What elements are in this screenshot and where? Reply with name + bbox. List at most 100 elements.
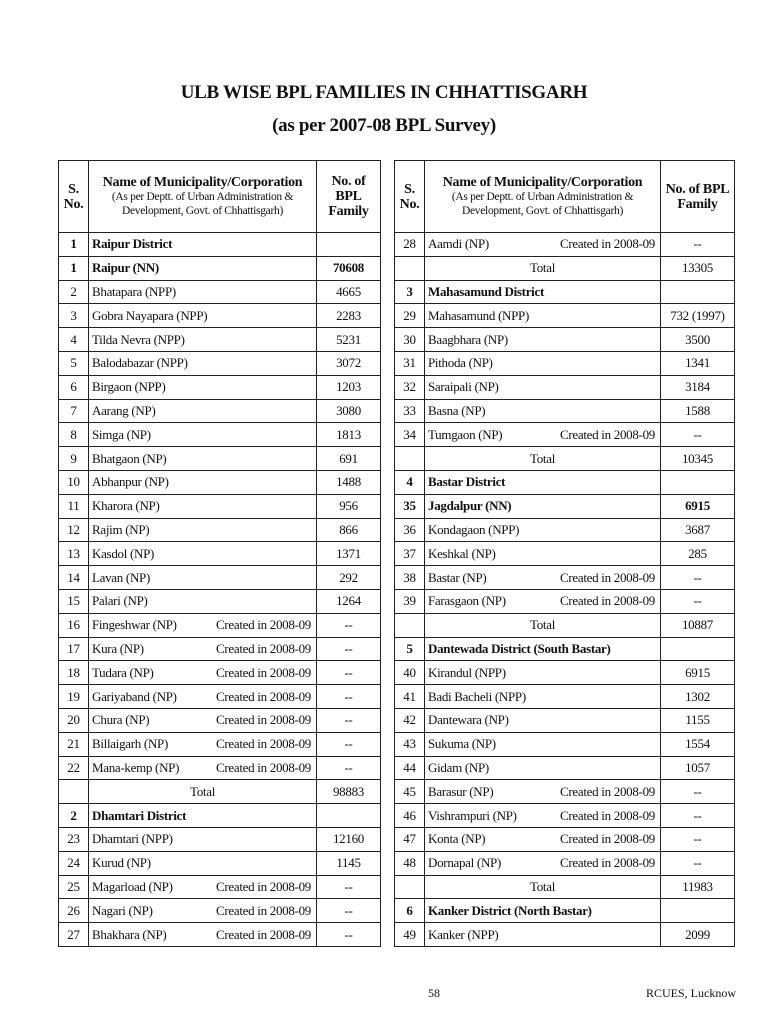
cell-sno: 46: [394, 803, 425, 828]
cell-sno: 3: [58, 303, 89, 329]
created-note: Created in 2008-09: [216, 902, 311, 918]
municipality-name: Dhamtari District: [92, 807, 187, 823]
cell-bpl-count: --: [316, 612, 381, 638]
cell-sno: 37: [394, 541, 425, 567]
table-row: 49 Kanker (NPP) 2099: [394, 922, 735, 947]
cell-sno: [394, 446, 425, 471]
table-row: 1 Raipur (NN) 70608: [58, 255, 381, 281]
created-note: Created in 2008-09: [560, 855, 655, 871]
cell-name: Tumgaon (NP) Created in 2008-09: [424, 422, 661, 448]
cell-sno: 47: [394, 826, 425, 852]
cell-sno: [394, 612, 425, 638]
header-name: Name of Municipality/Corporation (As per …: [424, 160, 661, 233]
cell-sno: 41: [394, 684, 425, 709]
cell-sno: 31: [394, 350, 425, 376]
municipality-name: Aamdi (NP): [428, 236, 489, 252]
cell-bpl-count: --: [316, 684, 381, 709]
cell-name: Lavan (NP): [88, 565, 317, 590]
table-row: 43 Sukuma (NP) 1554: [394, 731, 735, 757]
cell-bpl-count: 4665: [316, 279, 381, 305]
created-note: Created in 2008-09: [216, 926, 311, 942]
header-sno: S. No.: [394, 160, 425, 233]
table-row: 30 Baagbhara (NP) 3500: [394, 327, 735, 352]
cell-bpl-count: 1554: [660, 731, 735, 757]
municipality-name: Bhatgaon (NP): [92, 450, 167, 466]
municipality-name: Gobra Nayapara (NPP): [92, 307, 208, 323]
cell-bpl-count: 1588: [660, 398, 735, 424]
cell-bpl-count: --: [316, 874, 381, 900]
cell-bpl-count: 1341: [660, 350, 735, 376]
cell-bpl-count: 11983: [660, 874, 735, 900]
table-row: 6 Birgaon (NPP) 1203: [58, 374, 381, 400]
cell-bpl-count: [660, 898, 735, 924]
cell-name: Dantewara (NP): [424, 707, 661, 733]
document-subtitle: (as per 2007-08 BPL Survey): [272, 115, 496, 136]
cell-sno: 20: [58, 707, 89, 733]
table-row: 3 Gobra Nayapara (NPP) 2283: [58, 303, 381, 329]
table-row: 31 Pithoda (NP) 1341: [394, 350, 735, 376]
cell-name: Bhatapara (NPP): [88, 279, 317, 305]
cell-sno: 1: [58, 232, 89, 257]
district-row: 2 Dhamtari District: [58, 803, 381, 828]
municipality-name: Simga (NP): [92, 426, 151, 442]
cell-sno: 39: [394, 588, 425, 614]
cell-name: Simga (NP): [88, 422, 317, 448]
cell-bpl-count: [660, 636, 735, 662]
municipality-name: Kondagaon (NPP): [428, 521, 520, 537]
table-row: 18 Tudara (NP) Created in 2008-09 --: [58, 660, 381, 686]
cell-name: Dhamtari (NPP): [88, 826, 317, 852]
table-row: 36 Kondagaon (NPP) 3687: [394, 517, 735, 543]
cell-bpl-count: --: [316, 922, 381, 947]
cell-sno: 27: [58, 922, 89, 947]
cell-name: Fingeshwar (NP) Created in 2008-09: [88, 612, 317, 638]
cell-name: Tudara (NP) Created in 2008-09: [88, 660, 317, 686]
table-row: 42 Dantewara (NP) 1155: [394, 707, 735, 733]
table-row: 19 Gariyaband (NP) Created in 2008-09 --: [58, 684, 381, 709]
table-row: 33 Basna (NP) 1588: [394, 398, 735, 424]
cell-name: Nagari (NP) Created in 2008-09: [88, 898, 317, 924]
cell-name: Gidam (NP): [424, 755, 661, 781]
table-row: 22 Mana-kemp (NP) Created in 2008-09 --: [58, 755, 381, 781]
municipality-name: Fingeshwar (NP): [92, 617, 177, 633]
municipality-name: Mahasamund (NPP): [428, 307, 529, 323]
cell-bpl-count: 10345: [660, 446, 735, 471]
cell-name: Kanker District (North Bastar): [424, 898, 661, 924]
cell-name: Raipur (NN): [88, 255, 317, 281]
cell-name: Jagdalpur (NN): [424, 493, 661, 519]
municipality-name: Raipur District: [92, 236, 173, 252]
cell-bpl-count: [660, 469, 735, 495]
cell-sno: 44: [394, 755, 425, 781]
table-row: 44 Gidam (NP) 1057: [394, 755, 735, 781]
cell-bpl-count: --: [316, 731, 381, 757]
municipality-name: Chura (NP): [92, 712, 150, 728]
cell-name: Kharora (NP): [88, 493, 317, 519]
cell-name: Gariyaband (NP) Created in 2008-09: [88, 684, 317, 709]
municipality-name: Total: [529, 260, 556, 276]
municipality-name: Kurud (NP): [92, 855, 151, 871]
cell-name: Kura (NP) Created in 2008-09: [88, 636, 317, 662]
page-number: 58: [428, 986, 440, 1000]
cell-name: Pithoda (NP): [424, 350, 661, 376]
cell-sno: 33: [394, 398, 425, 424]
municipality-name: Total: [189, 783, 216, 799]
cell-bpl-count: --: [660, 779, 735, 805]
municipality-name: Tudara (NP): [92, 664, 154, 680]
header-name-title: Name of Municipality/Corporation: [102, 175, 303, 190]
cell-sno: 22: [58, 755, 89, 781]
cell-name: Total: [424, 612, 661, 638]
table-row: 2 Bhatapara (NPP) 4665: [58, 279, 381, 305]
cell-bpl-count: --: [316, 636, 381, 662]
document-title: ULB WISE BPL FAMILIES IN CHHATTISGARH: [180, 82, 588, 103]
cell-bpl-count: 70608: [316, 255, 381, 281]
cell-bpl-count: 1145: [316, 850, 381, 876]
cell-bpl-count: --: [316, 755, 381, 781]
municipality-name: Tilda Nevra (NPP): [92, 331, 185, 347]
cell-name: Badi Bacheli (NPP): [424, 684, 661, 709]
district-row: 6 Kanker District (North Bastar): [394, 898, 735, 924]
cell-sno: 17: [58, 636, 89, 662]
cell-sno: 2: [58, 279, 89, 305]
table-row: 23 Dhamtari (NPP) 12160: [58, 826, 381, 852]
total-row: Total 10345: [394, 446, 735, 471]
municipality-name: Basna (NP): [428, 402, 486, 418]
cell-sno: 11: [58, 493, 89, 519]
